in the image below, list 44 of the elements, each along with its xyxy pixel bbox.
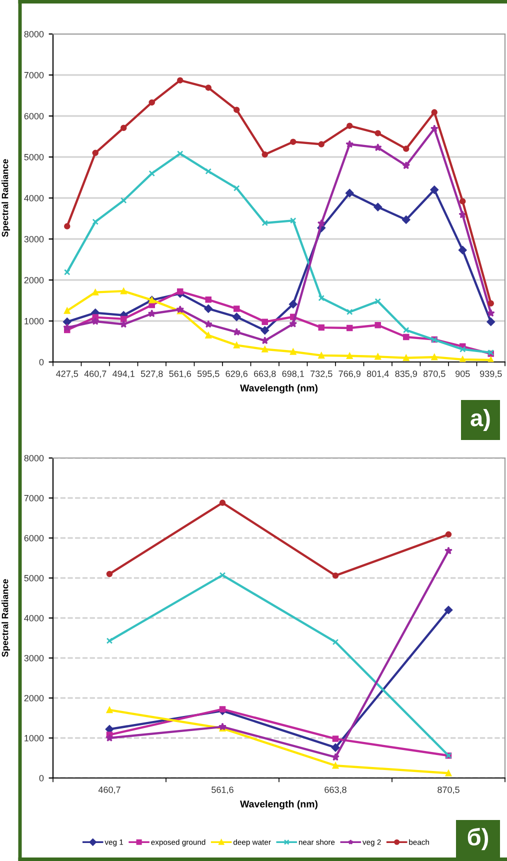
x-tick-label: 698,1 bbox=[282, 370, 304, 378]
x-tick-label: 494,1 bbox=[112, 370, 134, 378]
y-tick-label: 1000 bbox=[24, 318, 44, 324]
y-tick-label: 0 bbox=[39, 358, 44, 366]
y-tick-label: 3000 bbox=[24, 654, 44, 662]
x-tick-label: 835,9 bbox=[395, 370, 417, 378]
x-tick-label: 460,7 bbox=[98, 786, 120, 794]
x-tick-label: 460,7 bbox=[84, 370, 106, 378]
y-tick-label: 5000 bbox=[24, 574, 44, 582]
y-tick-label: 0 bbox=[39, 774, 44, 782]
x-tick-label: 870,5 bbox=[423, 370, 446, 378]
y-tick-label: 2000 bbox=[24, 694, 44, 702]
x-tick-label: 905 bbox=[456, 370, 470, 377]
y-axis-title: Spectral Radiance bbox=[2, 159, 10, 237]
y-tick-label: 4000 bbox=[24, 194, 44, 202]
y-tick-label: 6000 bbox=[24, 112, 44, 120]
y-tick-label: 1000 bbox=[24, 734, 44, 742]
y-tick-label: 7000 bbox=[24, 494, 44, 502]
x-tick-label: 561,6 bbox=[212, 786, 234, 794]
x-tick-label: 527,8 bbox=[140, 370, 163, 378]
y-tick-label: 8000 bbox=[24, 454, 44, 462]
y-tick-label: 7000 bbox=[24, 72, 44, 78]
y-tick-label: 3000 bbox=[24, 236, 44, 242]
x-tick-label: 732,5 bbox=[310, 370, 332, 378]
x-tick-label: 663,8 bbox=[254, 370, 276, 378]
x-tick-label: 870,5 bbox=[438, 786, 460, 794]
y-tick-label: 2000 bbox=[24, 276, 44, 284]
text: б) bbox=[468, 828, 488, 850]
y-tick-label: 5000 bbox=[24, 154, 44, 160]
x-tick-label: 561,6 bbox=[169, 370, 192, 378]
x-tick-label: 939,5 bbox=[480, 370, 502, 378]
x-tick-label: 766,9 bbox=[338, 370, 360, 378]
x-axis-title: Wavelength (nm) bbox=[240, 384, 318, 394]
x-tick-label: 629,6 bbox=[226, 370, 248, 378]
x-tick-label: 663,8 bbox=[324, 786, 346, 794]
y-tick-label: 6000 bbox=[24, 534, 44, 542]
y-axis-title: Spectral Radiance bbox=[2, 579, 10, 657]
y-tick-label: 4000 bbox=[24, 614, 44, 622]
x-tick-label: 427,5 bbox=[56, 370, 78, 378]
text: a) bbox=[470, 408, 490, 432]
y-tick-label: 8000 bbox=[24, 30, 44, 38]
x-tick-label: 595,5 bbox=[197, 370, 220, 378]
x-tick-label: 801,4 bbox=[366, 370, 389, 378]
x-axis-title: Wavelength (nm) bbox=[240, 800, 318, 810]
